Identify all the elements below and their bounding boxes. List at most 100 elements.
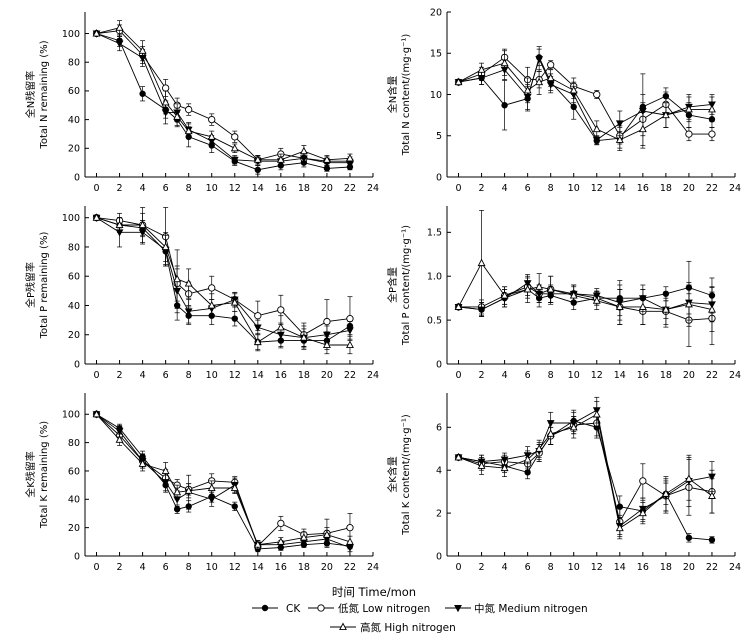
x-tick-label: 0 (455, 562, 461, 573)
legend-label-high: 高氮 High nitrogen (360, 621, 456, 634)
x-tick-label: 6 (525, 183, 531, 194)
data-point (253, 155, 262, 163)
legend-item-high: 高氮 High nitrogen (330, 621, 456, 634)
data-point (138, 220, 147, 229)
y-tick-label: 10 (430, 90, 442, 101)
x-tick-label: 8 (548, 562, 554, 573)
x-axis-title: 时间 Time/mon (332, 585, 416, 599)
data-point (638, 508, 647, 517)
data-point (138, 459, 147, 467)
y-axis-title-cn: 全N残留率 (24, 71, 37, 118)
y-axis-title-en: Total P remaining (%) (39, 232, 50, 340)
series-line (458, 413, 713, 529)
y-tick-label: 40 (68, 301, 80, 312)
data-point (173, 274, 182, 283)
x-tick-label: 14 (614, 562, 626, 573)
data-point (161, 466, 170, 474)
data-point (253, 337, 262, 346)
x-tick-label: 8 (548, 370, 554, 381)
y-tick-label: 60 (68, 466, 80, 477)
series-high (92, 207, 354, 355)
series-line (96, 217, 351, 343)
series-high (92, 409, 354, 550)
data-point (546, 73, 555, 82)
series-ck (455, 409, 716, 544)
data-point (207, 300, 216, 309)
data-point (173, 506, 181, 513)
data-point (684, 104, 693, 113)
data-point (231, 133, 239, 141)
x-tick-label: 24 (729, 370, 741, 381)
data-point (615, 302, 624, 310)
data-point (276, 537, 285, 545)
data-point (638, 108, 647, 116)
series-low (92, 207, 354, 347)
x-tick-label: 20 (683, 370, 695, 381)
data-point (708, 473, 716, 481)
data-point (639, 477, 647, 485)
data-point (299, 533, 308, 541)
series-high (454, 210, 716, 332)
y-tick-label: 80 (68, 438, 80, 449)
x-tick-label: 8 (186, 370, 192, 381)
data-point (115, 23, 124, 31)
x-tick-label: 24 (367, 370, 379, 381)
x-tick-label: 12 (591, 183, 603, 194)
data-point (569, 422, 578, 431)
x-tick-label: 22 (706, 370, 718, 381)
y-tick-label: 5 (436, 131, 442, 142)
series-line (96, 30, 350, 162)
data-point (277, 306, 285, 314)
y-tick-label: 0 (74, 359, 80, 370)
data-point (661, 110, 670, 119)
x-tick-label: 10 (568, 370, 580, 381)
x-tick-label: 20 (321, 370, 333, 381)
x-tick-label: 20 (321, 562, 333, 573)
series-medium (92, 214, 354, 347)
x-tick-label: 20 (683, 562, 695, 573)
series-line (458, 420, 713, 541)
y-tick-label: 0 (436, 551, 442, 562)
y-tick-label: 20 (68, 523, 80, 534)
y-axis-title-en: Total P content/(mg·g⁻¹) (401, 225, 412, 346)
data-point (207, 483, 216, 491)
x-tick-label: 20 (683, 183, 695, 194)
x-tick-label: 2 (117, 370, 123, 381)
data-point (523, 455, 532, 463)
x-tick-label: 16 (637, 370, 649, 381)
x-tick-label: 12 (229, 370, 241, 381)
data-point (346, 524, 354, 532)
y-axis-title-cn: 全K残留率 (24, 451, 37, 498)
data-point (323, 317, 331, 326)
data-point (535, 77, 544, 86)
series-low (454, 409, 716, 535)
y-tick-label: 80 (68, 242, 80, 253)
data-point (592, 409, 601, 418)
data-point (477, 461, 486, 469)
data-point (500, 463, 509, 472)
x-tick-label: 18 (660, 370, 672, 381)
y-tick-label: 20 (430, 7, 442, 18)
data-point (708, 536, 716, 544)
x-tick-label: 10 (206, 370, 218, 381)
data-point (638, 124, 647, 133)
data-point (184, 308, 193, 316)
data-point (569, 85, 578, 94)
x-tick-label: 14 (252, 370, 264, 381)
data-point (115, 40, 124, 48)
y-axis-title-cn: 全N含量 (386, 76, 399, 113)
y-tick-label: 40 (68, 495, 80, 506)
data-point (346, 327, 354, 335)
data-point (661, 305, 670, 313)
y-axis-title-en: Total K remaining (%) (39, 421, 50, 529)
x-tick-label: 4 (140, 370, 146, 381)
data-point (276, 155, 285, 163)
data-point (346, 314, 354, 323)
legend-marker-symbol (454, 605, 462, 613)
y-axis-title-cn: 全P残留率 (24, 262, 37, 308)
data-point (230, 298, 239, 306)
x-tick-label: 22 (344, 370, 356, 381)
x-tick-label: 2 (479, 562, 485, 573)
